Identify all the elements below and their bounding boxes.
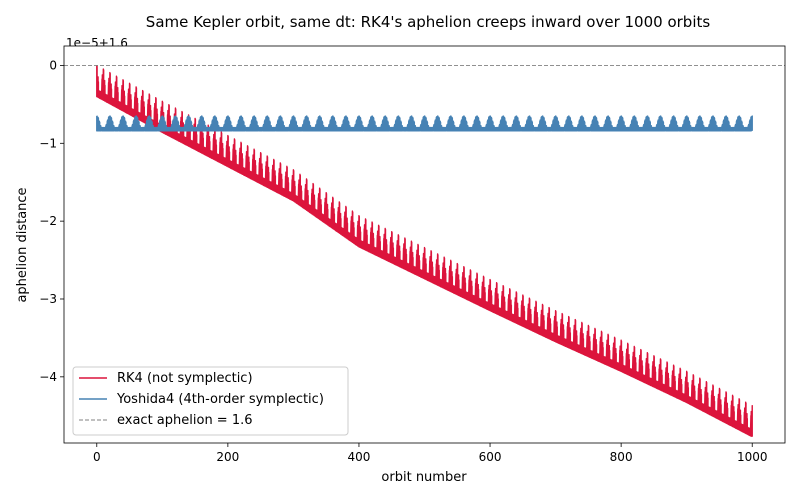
x-tick-label: 600 bbox=[479, 450, 502, 464]
y-axis-label: aphelion distance bbox=[15, 187, 30, 302]
y-tick-label: −4 bbox=[39, 370, 57, 384]
series-2-line bbox=[96, 115, 753, 132]
legend-label: Yoshida4 (4th-order symplectic) bbox=[116, 392, 324, 407]
chart-title: Same Kepler orbit, same dt: RK4's apheli… bbox=[146, 13, 711, 31]
x-axis-label: orbit number bbox=[381, 470, 467, 485]
axes: 0 200 400 600 800 1000 0 −1 −2 −3 −4 bbox=[39, 45, 786, 464]
axes-frame bbox=[63, 45, 786, 444]
legend-box bbox=[72, 366, 349, 436]
x-tick-label: 200 bbox=[216, 450, 239, 464]
x-tick-label: 0 bbox=[93, 450, 101, 464]
y-tick-label: 0 bbox=[49, 58, 57, 72]
x-tick-label: 400 bbox=[348, 450, 371, 464]
series-1-line bbox=[96, 65, 753, 437]
y-tick-label: −2 bbox=[39, 214, 57, 228]
x-tick-label: 800 bbox=[610, 450, 633, 464]
plot-marks bbox=[64, 65, 785, 437]
x-tick-label: 1000 bbox=[737, 450, 768, 464]
legend-label: RK4 (not symplectic) bbox=[117, 371, 253, 386]
y-tick-label: −3 bbox=[39, 292, 57, 306]
y-tick-label: −1 bbox=[39, 136, 57, 150]
legend-label: exact aphelion = 1.6 bbox=[117, 413, 253, 428]
legend: RK4 (not symplectic) Yoshida4 (4th-order … bbox=[72, 366, 349, 436]
